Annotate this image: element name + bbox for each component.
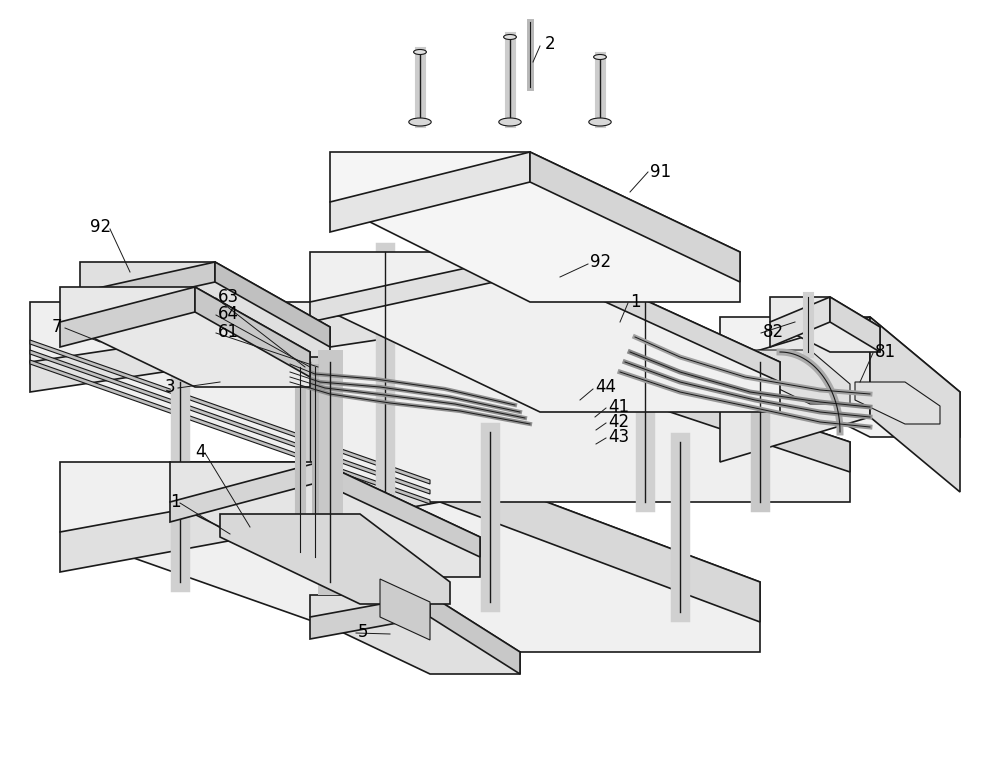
Polygon shape (30, 360, 430, 504)
Polygon shape (740, 350, 850, 404)
Text: 82: 82 (763, 323, 784, 341)
Polygon shape (380, 579, 430, 640)
Text: 42: 42 (608, 413, 629, 431)
Text: 64: 64 (218, 305, 239, 323)
Polygon shape (430, 302, 850, 472)
Polygon shape (30, 350, 430, 494)
Text: 1: 1 (630, 293, 641, 311)
Text: 44: 44 (595, 378, 616, 396)
Text: 7: 7 (52, 318, 62, 336)
Text: 63: 63 (218, 288, 239, 306)
Polygon shape (770, 297, 830, 347)
Polygon shape (540, 252, 780, 382)
Polygon shape (430, 595, 520, 674)
Polygon shape (60, 462, 440, 572)
Polygon shape (310, 252, 540, 322)
Ellipse shape (589, 118, 611, 126)
Polygon shape (530, 152, 740, 282)
Polygon shape (220, 514, 450, 604)
Polygon shape (330, 152, 530, 232)
Ellipse shape (499, 118, 521, 126)
Polygon shape (60, 462, 760, 652)
Polygon shape (720, 317, 870, 462)
Polygon shape (330, 152, 740, 302)
Polygon shape (320, 462, 480, 557)
Text: 2: 2 (545, 35, 556, 53)
Text: 4: 4 (195, 443, 206, 461)
Polygon shape (80, 262, 330, 357)
Text: 92: 92 (90, 218, 111, 236)
Ellipse shape (594, 55, 606, 59)
Polygon shape (80, 262, 215, 312)
Polygon shape (60, 287, 310, 387)
Text: 5: 5 (358, 623, 368, 641)
Polygon shape (870, 317, 960, 492)
Text: 3: 3 (165, 378, 176, 396)
Polygon shape (310, 595, 520, 674)
Ellipse shape (414, 49, 426, 55)
Text: 41: 41 (608, 398, 629, 416)
Polygon shape (310, 595, 430, 639)
Text: 43: 43 (608, 428, 629, 446)
Text: 92: 92 (590, 253, 611, 271)
Polygon shape (195, 287, 310, 377)
Polygon shape (855, 382, 940, 424)
Polygon shape (720, 317, 960, 437)
Polygon shape (170, 462, 320, 522)
Polygon shape (440, 462, 760, 622)
Ellipse shape (409, 118, 431, 126)
Polygon shape (30, 340, 430, 484)
Polygon shape (215, 262, 330, 347)
Text: 81: 81 (875, 343, 896, 361)
Polygon shape (770, 297, 880, 352)
Polygon shape (310, 252, 780, 412)
Polygon shape (30, 302, 850, 502)
Text: 1: 1 (170, 493, 181, 511)
Text: 91: 91 (650, 163, 671, 181)
Text: 61: 61 (218, 323, 239, 341)
Polygon shape (170, 462, 480, 577)
Ellipse shape (504, 34, 516, 40)
Polygon shape (60, 287, 195, 347)
Polygon shape (30, 302, 430, 392)
Polygon shape (830, 297, 880, 352)
